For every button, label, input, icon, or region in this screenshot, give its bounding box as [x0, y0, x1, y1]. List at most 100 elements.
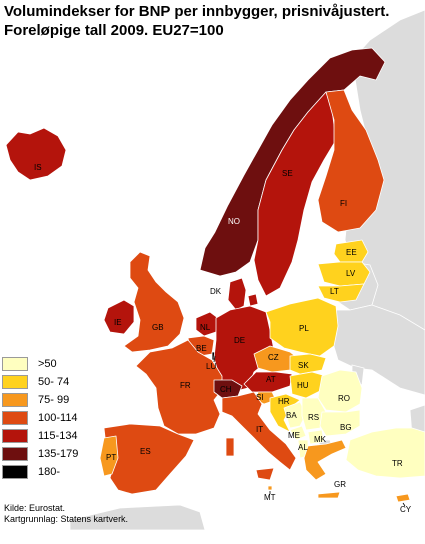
- label-lt: LT: [330, 287, 339, 296]
- legend: >50 50- 74 75- 99 100-114 115-134 135-17…: [2, 355, 78, 481]
- label-gr: GR: [334, 480, 346, 489]
- label-al: AL: [298, 443, 308, 452]
- legend-swatch: [2, 411, 28, 425]
- label-fr: FR: [180, 381, 191, 390]
- africa-region: [69, 504, 206, 531]
- legend-label: 100-114: [38, 412, 78, 424]
- label-bg: BG: [340, 423, 352, 432]
- label-se: SE: [282, 169, 293, 178]
- country-lv: [317, 261, 371, 287]
- cy-leader-line: [402, 502, 406, 507]
- country-fi: [317, 89, 385, 233]
- title-line-2: Foreløpige tall 2009. EU27=100: [4, 22, 224, 39]
- label-es: ES: [140, 447, 151, 456]
- label-sk: SK: [298, 361, 309, 370]
- legend-label: >50: [38, 358, 57, 370]
- legend-label: 75- 99: [38, 394, 70, 406]
- label-fi: FI: [340, 199, 347, 208]
- label-hr: HR: [278, 397, 290, 406]
- legend-item: 180-: [2, 463, 78, 481]
- country-ie: [103, 299, 135, 335]
- source-line-2: Kartgrunnlag: Statens kartverk.: [4, 514, 129, 524]
- country-pt: [99, 435, 119, 477]
- country-fr: [135, 339, 223, 435]
- label-mt: MT: [264, 493, 276, 502]
- label-ba: BA: [286, 411, 297, 420]
- country-mt: [267, 485, 273, 491]
- country-dk: [227, 277, 247, 311]
- country-hr: [269, 393, 301, 433]
- label-cy: CY: [400, 505, 412, 514]
- map-title: Volumindekser for BNP per innbygger, pri…: [4, 2, 421, 40]
- country-gr: [303, 439, 347, 481]
- country-gb: [123, 251, 185, 353]
- label-it: IT: [256, 425, 263, 434]
- country-labels: IS NO SE FI DK EE LV LT PL IE GB NL BE L…: [34, 163, 412, 514]
- country-de: [213, 305, 275, 393]
- country-cy: [395, 493, 411, 503]
- country-is: [5, 127, 67, 181]
- title-line-1: Volumindekser for BNP per innbygger, pri…: [4, 3, 390, 20]
- source-note: Kilde: Eurostat. Kartgrunnlag: Statens k…: [4, 503, 128, 525]
- label-be: BE: [196, 344, 207, 353]
- label-tr: TR: [392, 459, 403, 468]
- legend-label: 180-: [38, 466, 61, 478]
- label-ee: EE: [346, 248, 357, 257]
- label-dk: DK: [210, 287, 222, 296]
- country-sk: [289, 353, 327, 375]
- legend-swatch: [2, 465, 28, 479]
- label-no: NO: [228, 217, 240, 226]
- country-pl: [265, 297, 339, 357]
- country-dk-island: [247, 293, 259, 307]
- legend-item: 100-114: [2, 409, 78, 427]
- country-tr: [345, 427, 425, 479]
- label-is: IS: [34, 163, 42, 172]
- legend-swatch: [2, 357, 28, 371]
- country-mk: [307, 429, 325, 445]
- label-lv: LV: [346, 269, 356, 278]
- label-hu: HU: [297, 381, 309, 390]
- country-it-sardinia: [225, 437, 235, 457]
- legend-label: 50- 74: [38, 376, 70, 388]
- country-rs: [301, 397, 327, 431]
- label-si: SI: [256, 393, 264, 402]
- legend-swatch: [2, 447, 28, 461]
- country-se: [253, 91, 337, 297]
- label-cz: CZ: [268, 353, 279, 362]
- label-nl: NL: [200, 323, 211, 332]
- legend-item: 75- 99: [2, 391, 78, 409]
- legend-swatch: [2, 429, 28, 443]
- label-me: ME: [288, 431, 300, 440]
- country-gr-crete: [317, 491, 341, 499]
- label-pl: PL: [299, 324, 309, 333]
- label-ch: CH: [220, 385, 232, 394]
- legend-item: 115-134: [2, 427, 78, 445]
- label-rs: RS: [308, 413, 319, 422]
- legend-item: 50- 74: [2, 373, 78, 391]
- legend-item: 135-179: [2, 445, 78, 463]
- label-ie: IE: [114, 318, 122, 327]
- label-mk: MK: [314, 435, 327, 444]
- label-at: AT: [266, 375, 276, 384]
- country-me: [289, 425, 307, 441]
- country-it-sicily: [255, 467, 275, 481]
- country-it: [221, 391, 297, 471]
- label-gb: GB: [152, 323, 164, 332]
- label-de: DE: [234, 336, 245, 345]
- label-lu: LU: [206, 362, 216, 371]
- lu-leader-line: [213, 355, 216, 363]
- legend-swatch: [2, 375, 28, 389]
- label-pt: PT: [106, 453, 116, 462]
- legend-label: 115-134: [38, 430, 78, 442]
- legend-swatch: [2, 393, 28, 407]
- legend-label: 135-179: [38, 448, 79, 460]
- source-line-1: Kilde: Eurostat.: [4, 503, 66, 513]
- ukraine-region: [331, 304, 425, 396]
- country-lt: [317, 283, 365, 303]
- legend-item: >50: [2, 355, 78, 373]
- country-bg: [319, 409, 361, 437]
- label-ro: RO: [338, 394, 350, 403]
- country-ro: [317, 369, 363, 413]
